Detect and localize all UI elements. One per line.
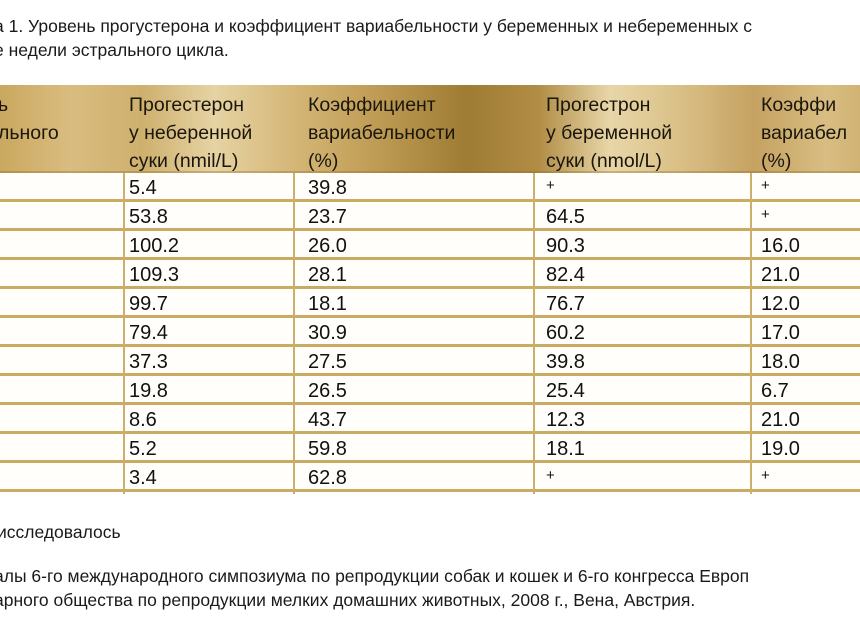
progesterone-pregnant-cell: 90.3 — [546, 235, 585, 257]
header-cv-nonpregnant: Коэффициент вариабельности (%) — [308, 94, 456, 172]
progesterone-nonpregnant-cell: 19.8 — [129, 380, 168, 402]
progesterone-table: ь льного Прогестерон у неберенной суки (… — [0, 85, 860, 494]
progesterone-nonpregnant-cell: 5.2 — [129, 438, 157, 460]
cv-nonpregnant-cell: 59.8 — [308, 438, 347, 460]
cv-pregnant-cell: 19.0 — [761, 438, 800, 460]
table-header: ь льного Прогестерон у неберенной суки (… — [0, 85, 860, 173]
progesterone-pregnant-cell: 64.5 — [546, 206, 585, 228]
progesterone-pregnant-cell: 60.2 — [546, 322, 585, 344]
table-row: 79.4 30.9 60.2 17.0 — [0, 318, 860, 347]
cv-pregnant-cell: 12.0 — [761, 293, 800, 315]
cv-nonpregnant-cell: 39.8 — [308, 177, 347, 199]
caption-line-1: а 1. Уровень прогустерона и коэффициент … — [0, 16, 753, 36]
cv-pregnant-cell: 6.7 — [761, 380, 789, 402]
progesterone-nonpregnant-cell: 37.3 — [129, 351, 168, 373]
progesterone-pregnant-cell: 76.7 — [546, 293, 585, 315]
progesterone-nonpregnant-cell: 53.8 — [129, 206, 168, 228]
progesterone-nonpregnant-cell: 100.2 — [129, 235, 180, 257]
cv-nonpregnant-cell: 30.9 — [308, 322, 347, 344]
table-row: 53.8 23.7 64.5 + — [0, 202, 860, 231]
progesterone-nonpregnant-cell: 5.4 — [129, 177, 157, 199]
header-progesterone-pregnant: Прогестрон у беременной суки (nmol/L) — [546, 94, 673, 172]
note-not-studied: исследовалось — [0, 522, 121, 542]
progesterone-nonpregnant-cell: 109.3 — [129, 264, 180, 286]
progesterone-pregnant-cell: 39.8 — [546, 351, 585, 373]
cv-pregnant-cell: 16.0 — [761, 235, 800, 257]
note-source-line-2: арного общества по репродукции мелких до… — [0, 590, 696, 610]
header-cv-pregnant: Коэффи вариабел (%) — [761, 94, 848, 172]
cv-nonpregnant-cell: 28.1 — [308, 264, 347, 286]
cv-pregnant-cell: 18.0 — [761, 351, 800, 373]
cv-pregnant-cell: 21.0 — [761, 409, 800, 431]
column-divider — [293, 173, 295, 494]
progesterone-nonpregnant-cell: 8.6 — [129, 409, 157, 431]
progesterone-pregnant-cell: 82.4 — [546, 264, 585, 286]
cv-nonpregnant-cell: 18.1 — [308, 293, 347, 315]
cv-nonpregnant-cell: 26.0 — [308, 235, 347, 257]
cv-pregnant-cell: + — [761, 206, 770, 223]
column-divider — [750, 173, 752, 494]
table-row: 109.3 28.1 82.4 21.0 — [0, 260, 860, 289]
progesterone-nonpregnant-cell: 3.4 — [129, 467, 157, 489]
cv-pregnant-cell: + — [761, 467, 770, 484]
cv-nonpregnant-cell: 62.8 — [308, 467, 347, 489]
column-divider — [533, 173, 535, 494]
table-row: 8.6 43.7 12.3 21.0 — [0, 405, 860, 434]
table-row: 19.8 26.5 25.4 6.7 — [0, 376, 860, 405]
table-row: 100.2 26.0 90.3 16.0 — [0, 231, 860, 260]
progesterone-pregnant-cell: 12.3 — [546, 409, 585, 431]
progesterone-pregnant-cell: + — [546, 177, 555, 194]
caption-line-2: е недели эстрального цикла. — [0, 40, 229, 60]
progesterone-nonpregnant-cell: 79.4 — [129, 322, 168, 344]
cv-nonpregnant-cell: 27.5 — [308, 351, 347, 373]
cv-nonpregnant-cell: 43.7 — [308, 409, 347, 431]
progesterone-pregnant-cell: + — [546, 467, 555, 484]
column-divider — [123, 173, 125, 494]
note-source-line-1: алы 6-го международного симпозиума по ре… — [0, 566, 750, 586]
table-notes: исследовалось алы 6-го международного си… — [0, 520, 860, 612]
cv-nonpregnant-cell: 23.7 — [308, 206, 347, 228]
table-caption: а 1. Уровень прогустерона и коэффициент … — [0, 14, 860, 62]
progesterone-pregnant-cell: 25.4 — [546, 380, 585, 402]
progesterone-nonpregnant-cell: 99.7 — [129, 293, 168, 315]
table-row: 37.3 27.5 39.8 18.0 — [0, 347, 860, 376]
cv-pregnant-cell: + — [761, 177, 770, 194]
table-row: 5.4 39.8 + + — [0, 173, 860, 202]
cv-pregnant-cell: 21.0 — [761, 264, 800, 286]
table-row: 99.7 18.1 76.7 12.0 — [0, 289, 860, 318]
table-row: 5.2 59.8 18.1 19.0 — [0, 434, 860, 463]
progesterone-pregnant-cell: 18.1 — [546, 438, 585, 460]
header-cycle-week: ь льного — [0, 94, 59, 144]
cv-pregnant-cell: 17.0 — [761, 322, 800, 344]
table-body: 5.4 39.8 + +53.8 23.7 64.5 +100.2 26.0 90.3 16.0 1… — [0, 173, 860, 492]
header-progesterone-nonpregnant: Прогестерон у неберенной суки (nmil/L) — [129, 94, 253, 172]
cv-nonpregnant-cell: 26.5 — [308, 380, 347, 402]
table-row: 3.4 62.8 + + — [0, 463, 860, 492]
